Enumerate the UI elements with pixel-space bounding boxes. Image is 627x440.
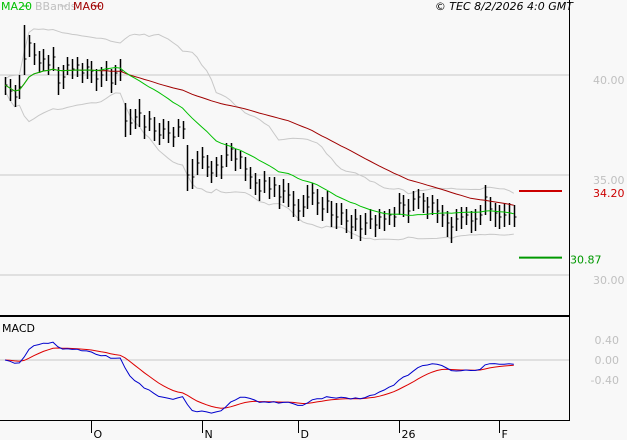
price-tick-label: 35.00 — [593, 174, 625, 187]
legend-ma20: MA20 — [1, 0, 32, 13]
x-tick-label: F — [502, 428, 508, 440]
macd-tick-label: 0.00 — [595, 354, 620, 367]
macd-tick-label: 0.40 — [595, 334, 620, 347]
macd-title: MACD — [2, 322, 35, 335]
price-bars — [4, 25, 517, 243]
x-tick-label: D — [301, 428, 309, 440]
price-tick-label: 40.00 — [593, 74, 625, 87]
bollinger-bands — [4, 28, 515, 241]
legend-ma60: MA60 — [73, 0, 104, 13]
macd-panel: 0.40 0.00 -0.40 — [0, 334, 620, 414]
x-tick-label: 26 — [402, 428, 416, 440]
level-label: 34.20 — [593, 187, 625, 200]
macd-tick-label: -0.40 — [591, 374, 619, 387]
x-tick-label: N — [205, 428, 213, 440]
x-axis: O N D 26 F — [91, 421, 508, 440]
bollinger-upper-line — [4, 28, 515, 195]
moving-averages — [4, 66, 514, 216]
ma20-line — [4, 66, 514, 216]
x-tick-label: O — [94, 428, 103, 440]
legend: MA20 BBands MA60 © TEC 8/2/2026 4:0 GMT — [1, 0, 574, 13]
legend-bbands: BBands — [35, 0, 77, 13]
price-grid: 40.00 35.00 30.00 — [0, 74, 625, 287]
bollinger-lower-line — [4, 90, 514, 241]
macd-signal-line — [4, 347, 514, 409]
price-tick-label: 30.00 — [593, 274, 625, 287]
price-levels: 34.20 30.87 — [519, 187, 625, 267]
macd-line — [4, 341, 514, 414]
chart-frame — [0, 0, 570, 421]
copyright-timestamp: © TEC 8/2/2026 4:0 GMT — [435, 0, 574, 13]
level-label: 30.87 — [570, 254, 602, 267]
